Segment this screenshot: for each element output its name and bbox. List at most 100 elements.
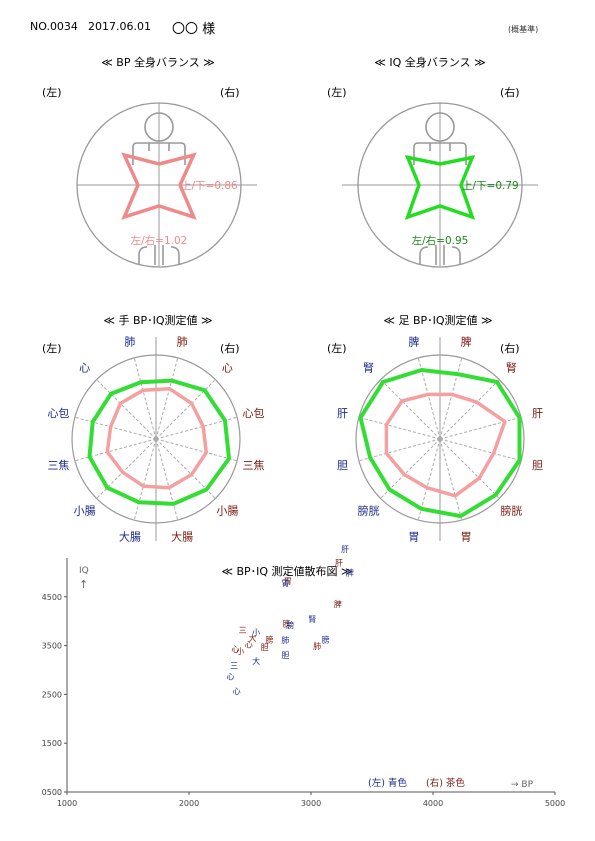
bp-body-silhouette xyxy=(132,112,186,265)
foot-axis-label: 膀胱 xyxy=(358,503,380,517)
foot-series-inner xyxy=(384,392,507,498)
hand-axis-label: 心 xyxy=(79,362,90,375)
scatter-point: 脾 xyxy=(334,599,342,609)
foot-spoke xyxy=(439,438,500,499)
scatter-legend-left: (左) 青色 xyxy=(368,777,407,789)
scatter-point: 心 xyxy=(231,645,239,654)
foot-axis-label: 胆 xyxy=(532,459,543,472)
bp-ratio-updown: 上/下=0.86 xyxy=(181,180,238,192)
scatter-y-tick-label: 2500 xyxy=(42,690,62,699)
scatter-point: 脾 xyxy=(346,567,354,577)
scatter-point: 腎 xyxy=(308,615,316,624)
scatter-y-tick-label: 0500 xyxy=(42,788,62,797)
foot-spoke xyxy=(380,379,441,440)
bp-left-label: (左) xyxy=(42,86,62,99)
scatter-point: 胆 xyxy=(281,651,289,660)
hand-spoke xyxy=(155,357,179,440)
scatter-y-arrow: ↑ xyxy=(79,578,88,591)
scatter-point: 肺 xyxy=(281,636,289,645)
foot-axis-label: 胆 xyxy=(337,459,348,472)
scatter-point: 三 xyxy=(239,626,247,635)
iq-balance-figure: 上/下=0.79 左/右=0.95 xyxy=(342,102,538,268)
scatter-point: 三 xyxy=(230,662,238,671)
scatter-point: 膀 xyxy=(266,634,274,644)
scatter-point: 心 xyxy=(245,641,253,650)
foot-spoke xyxy=(439,416,522,440)
foot-spoke xyxy=(439,379,500,440)
record-number: NO.0034 xyxy=(30,20,78,33)
scatter-x-tick-label: 3000 xyxy=(301,799,321,808)
foot-spoke xyxy=(439,357,463,440)
hand-series-outer xyxy=(87,378,231,506)
iq-body-silhouette xyxy=(413,112,467,265)
scatter-point: 肺 xyxy=(313,642,321,651)
scatter-x-tick-label: 2000 xyxy=(179,799,199,808)
scatter-y-tick-label: 1500 xyxy=(42,739,62,748)
scatter-legend-right: (右) 茶色 xyxy=(426,777,465,789)
foot-axis-label: 胃 xyxy=(461,531,472,544)
scatter-x-label: → BP xyxy=(511,780,534,790)
scatter-y-label: IQ xyxy=(79,566,89,576)
foot-axis-label: 肝 xyxy=(532,407,543,420)
foot-axis-label: 腎 xyxy=(363,362,374,375)
iq-ratio-leftright: 左/右=0.95 xyxy=(412,234,469,247)
hand-axis-label: 大腸 xyxy=(171,530,193,544)
scatter-point: 肝 xyxy=(341,545,349,554)
scatter-point: 大 xyxy=(248,633,256,643)
iq-right-label: (右) xyxy=(500,86,520,99)
patient-name: 〇〇 様 xyxy=(172,22,216,37)
iq-left-label: (左) xyxy=(327,86,347,99)
hand-spoke xyxy=(74,416,157,440)
hand-spoke xyxy=(96,379,157,440)
hand-axis-label: 心包 xyxy=(47,407,69,420)
hand-series-inner xyxy=(105,386,209,490)
hand-axis-label: 小腸 xyxy=(216,504,238,517)
scatter-x-tick-label: 1000 xyxy=(57,799,77,808)
foot-right-label: (右) xyxy=(500,342,520,355)
foot-spoke xyxy=(358,416,441,440)
hand-spoke xyxy=(133,438,157,521)
bp-balance-star xyxy=(121,152,197,220)
hand-left-label: (左) xyxy=(42,342,62,355)
hand-axis-label: 三焦 xyxy=(47,459,69,472)
hand-spoke xyxy=(155,438,238,462)
foot-spoke xyxy=(358,438,441,462)
foot-axis-label: 腎 xyxy=(506,362,517,375)
scatter-x-tick-label: 4000 xyxy=(423,799,443,808)
scatter-point: 胃 xyxy=(281,579,289,588)
record-date: 2017.06.01 xyxy=(88,20,151,33)
hand-radar-title: ≪ 手 BP･IQ測定値 ≫ xyxy=(103,314,213,327)
scatter-x-tick-label: 5000 xyxy=(545,799,565,808)
scatter-y-tick-label: 3500 xyxy=(42,642,62,651)
scatter-point: 肝 xyxy=(335,559,343,568)
hand-axis-label: 小腸 xyxy=(74,504,96,517)
scatter-title: ≪ BP･IQ 測定値散布図 ≫ xyxy=(221,564,352,578)
iq-ratio-updown: 上/下=0.79 xyxy=(462,180,519,192)
scatter-chart: 1000 2000 3000 4000 5000 0500 1500 2500 3500 4500… xyxy=(42,545,566,808)
scatter-point: 小 xyxy=(252,628,260,637)
scatter-point: 小 xyxy=(236,647,244,656)
hand-axis-label: 肺 xyxy=(124,335,135,348)
scatter-y-tick-label: 4500 xyxy=(42,593,62,602)
bp-ratio-leftright: 左/右=1.02 xyxy=(131,234,188,247)
foot-radar-title: ≪ 足 BP･IQ測定値 ≫ xyxy=(383,314,493,327)
bp-balance-title: ≪ BP 全身バランス ≫ xyxy=(101,56,215,69)
hand-axis-label: 心包 xyxy=(243,407,265,420)
foot-axis-label: 膀胱 xyxy=(500,503,522,517)
foot-axis-label: 脾 xyxy=(408,334,419,348)
standard-note: (概基準) xyxy=(508,25,539,34)
bp-right-label: (右) xyxy=(220,86,240,99)
hand-axis-label: 三焦 xyxy=(243,459,265,472)
hand-spoke xyxy=(133,357,157,440)
scatter-point: 心 xyxy=(233,687,241,696)
foot-spoke xyxy=(439,438,463,521)
scatter-point: 心 xyxy=(226,672,234,681)
scatter-point: 大 xyxy=(252,656,260,666)
iq-balance-title: ≪ IQ 全身バランス ≫ xyxy=(374,56,486,69)
foot-axis-label: 胃 xyxy=(408,531,419,544)
hand-spoke xyxy=(96,438,157,499)
bp-balance-figure: 上/下=0.86 左/右=1.02 xyxy=(76,102,257,268)
